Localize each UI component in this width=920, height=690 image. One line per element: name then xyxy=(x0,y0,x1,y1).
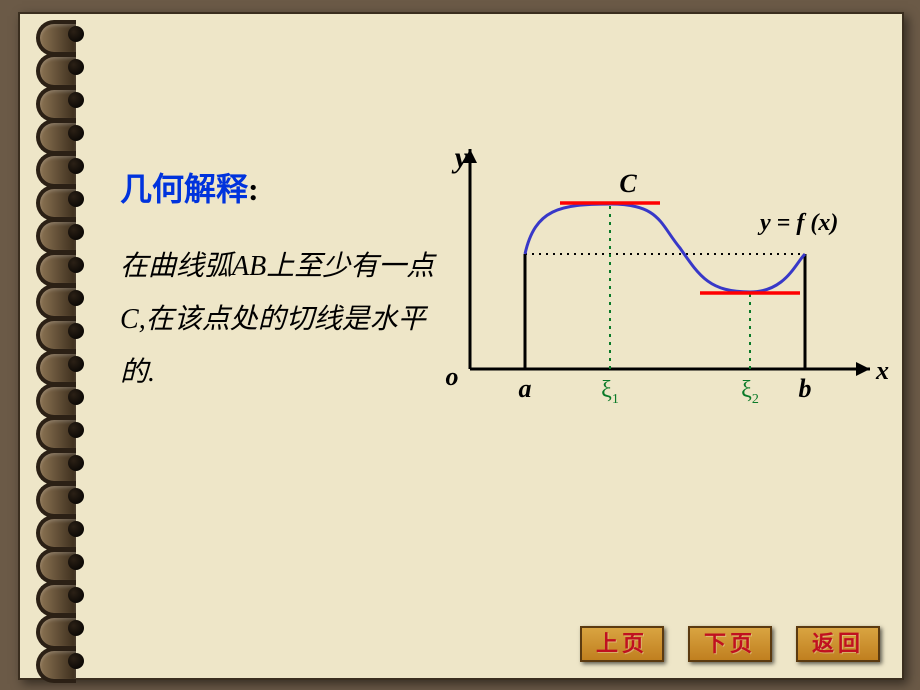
rolle-graph: o x y a b Cξ1 ξ2 y = f (x) xyxy=(430,134,890,414)
body-text: 在曲线弧AB上至少有一点 C,在该点处的切线是水平的. xyxy=(120,240,440,400)
svg-text:o: o xyxy=(446,362,459,391)
body-mid2: ,在该点处的切线是水平的. xyxy=(120,304,426,388)
svg-text:x: x xyxy=(875,356,889,385)
svg-text:y = f (x): y = f (x) xyxy=(757,210,838,236)
nav-bar: 上页 下页 返回 xyxy=(580,626,880,662)
text-content: 几何解释: 在曲线弧AB上至少有一点 C,在该点处的切线是水平的. xyxy=(120,164,440,400)
heading-text: 几何解释 xyxy=(120,171,248,207)
heading: 几何解释: xyxy=(120,164,440,210)
svg-text:b: b xyxy=(799,374,812,403)
body-mid1: 上至少有一点 xyxy=(266,251,434,282)
prev-button[interactable]: 上页 xyxy=(580,626,664,662)
slide-page: 几何解释: 在曲线弧AB上至少有一点C,在该点处的切线是水平的. oxyabCξ… xyxy=(18,12,904,680)
svg-text:y: y xyxy=(452,141,469,174)
body-arc: AB xyxy=(232,251,266,282)
body-prefix: 在曲线弧 xyxy=(120,251,232,282)
svg-text:ξ1: ξ1 xyxy=(601,377,619,407)
heading-colon: : xyxy=(248,171,259,207)
svg-text:a: a xyxy=(519,374,532,403)
spiral-binding xyxy=(30,24,90,672)
svg-text:ξ2: ξ2 xyxy=(741,377,759,407)
back-button[interactable]: 返回 xyxy=(796,626,880,662)
svg-text:C: C xyxy=(619,169,637,198)
next-button[interactable]: 下页 xyxy=(688,626,772,662)
body-point: C xyxy=(120,304,139,335)
